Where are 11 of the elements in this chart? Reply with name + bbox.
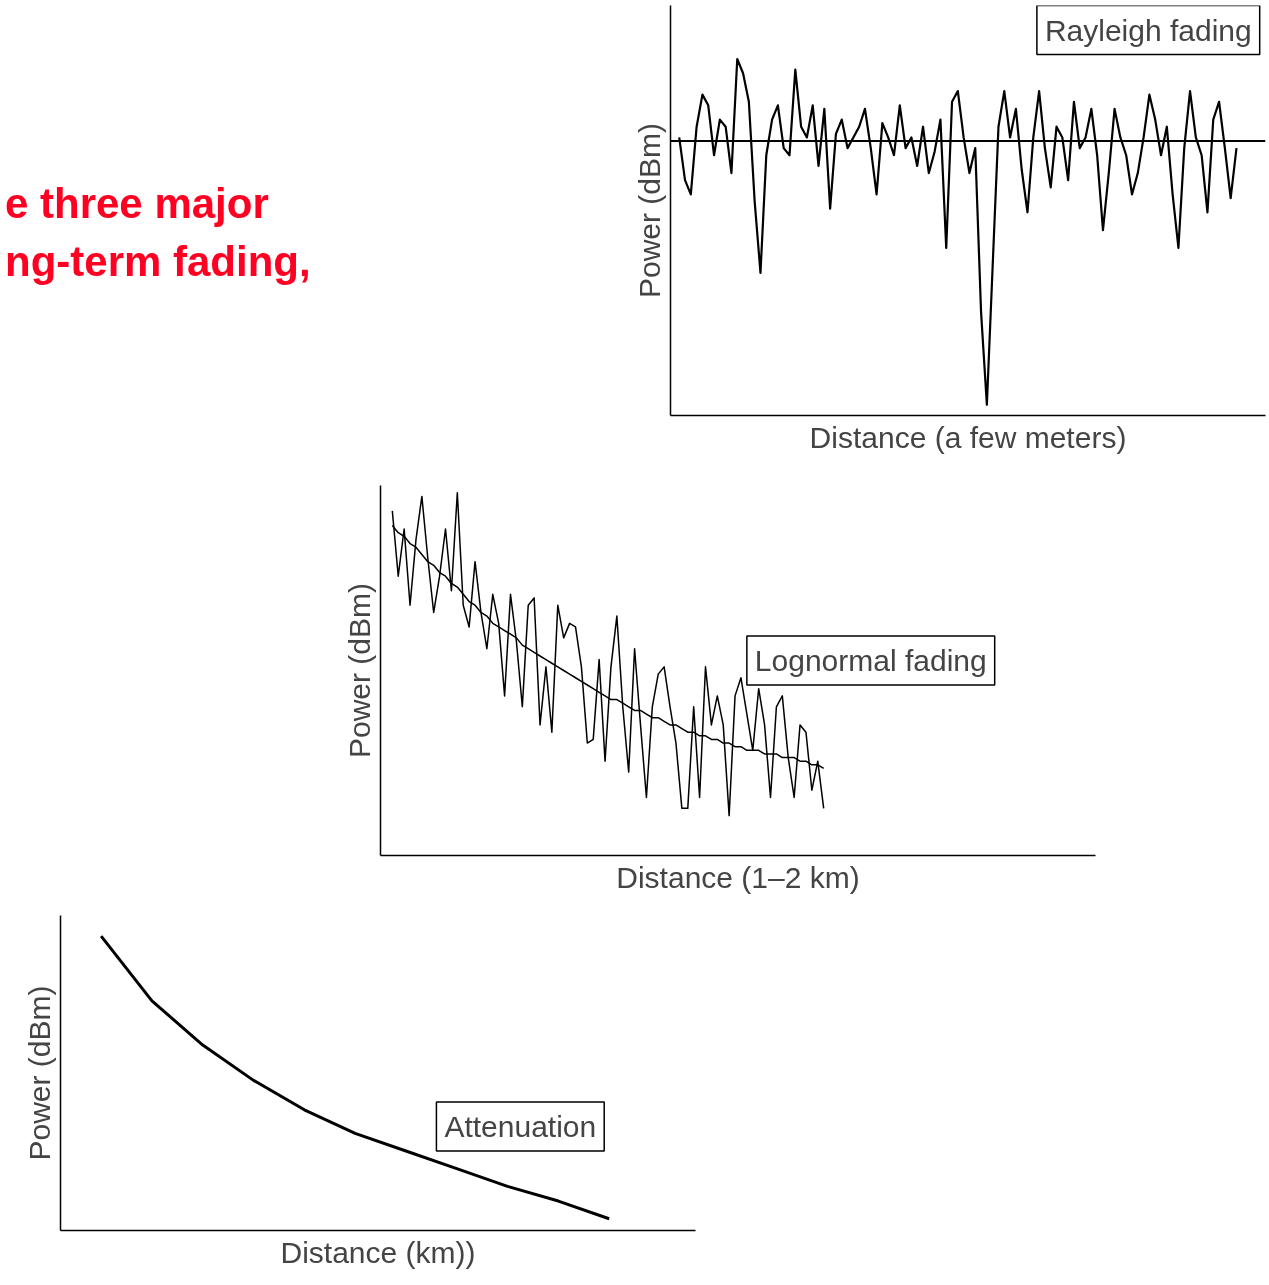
x-axis-title: Distance (1–2 km) [616, 860, 860, 894]
y-axis-title: Power (dBm) [22, 985, 56, 1161]
text: e three major [5, 180, 269, 227]
x-axis-title: Distance (km)) [280, 1235, 476, 1269]
y-axis-title: Power (dBm) [632, 122, 666, 299]
text: Rayleigh fading [1044, 13, 1252, 47]
annotation: Lognormal fading [754, 644, 987, 678]
text: ng-term fading, [5, 238, 311, 285]
x-axis-title: Distance (a few meters) [809, 420, 1127, 454]
y-axis-title: Power (dBm) [342, 582, 376, 759]
annotation: Attenuation [444, 1110, 597, 1144]
